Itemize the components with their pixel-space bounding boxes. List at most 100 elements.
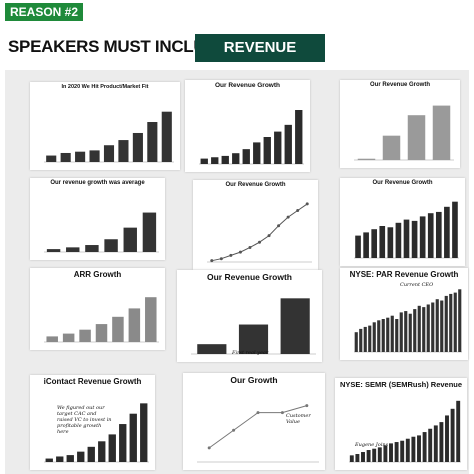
bar	[433, 425, 438, 462]
chart	[354, 105, 454, 161]
bar	[439, 422, 444, 462]
bar	[45, 458, 53, 462]
chart	[44, 212, 159, 253]
panel-title: iContact Revenue Growth	[43, 377, 142, 386]
bar	[145, 297, 157, 342]
bar	[280, 298, 310, 354]
bar	[85, 245, 99, 252]
point	[238, 250, 242, 254]
bar	[119, 424, 127, 462]
annotation: First real year	[232, 350, 269, 356]
bar	[56, 456, 64, 462]
chart	[199, 110, 304, 165]
bar	[444, 206, 450, 258]
chart-panel: Our Revenue Growth	[340, 80, 460, 168]
bar	[95, 324, 108, 342]
bar	[394, 442, 399, 462]
chart-panel: Our Revenue Growth	[185, 80, 310, 172]
bar	[399, 312, 403, 352]
point	[256, 411, 260, 415]
bar	[253, 142, 261, 164]
bar	[355, 235, 361, 258]
bar	[444, 295, 448, 352]
annotation: Customer Value	[286, 413, 311, 425]
bar	[413, 309, 417, 352]
chart-panel: ARR Growth	[30, 268, 165, 350]
bar	[103, 145, 115, 162]
bar	[140, 403, 148, 462]
panel-title: ARR Growth	[73, 270, 122, 279]
bar	[263, 137, 271, 164]
panel-title: Our Revenue Growth	[369, 82, 430, 88]
bar	[211, 157, 219, 164]
bar	[284, 124, 292, 164]
bar	[46, 249, 61, 252]
chart	[44, 111, 174, 163]
bar	[411, 220, 418, 258]
bar	[371, 229, 378, 258]
bar	[66, 247, 80, 252]
bar	[407, 115, 426, 160]
heading-highlight: REVENUE GRAPH	[195, 34, 325, 84]
bar	[426, 304, 430, 352]
bar	[197, 344, 227, 354]
bar	[118, 140, 129, 162]
bar	[450, 408, 455, 462]
point	[296, 209, 300, 213]
heading: SPEAKERS MUST INCLUDE	[8, 37, 229, 56]
bar	[132, 132, 143, 162]
chart-panel: iContact Revenue Growth We figured out ou…	[30, 375, 155, 470]
point	[219, 257, 223, 261]
bar	[372, 322, 376, 352]
chart-panel: Our revenue growth was average	[30, 178, 165, 260]
bar	[359, 328, 363, 352]
bar	[112, 316, 124, 342]
bar	[452, 201, 458, 258]
bar	[404, 311, 408, 352]
bar	[232, 153, 240, 164]
bar	[242, 149, 250, 164]
annotation: We figured out our target CAC and raised…	[57, 405, 112, 435]
point	[210, 259, 214, 263]
bar	[147, 122, 158, 162]
annotation: Eugene Joins	[355, 442, 389, 448]
bar	[129, 413, 137, 462]
chart-panel: NYSE: PAR Revenue Growth Current CEO	[340, 268, 468, 360]
bar	[87, 446, 95, 462]
bar	[395, 222, 402, 258]
bar	[435, 299, 439, 352]
bar	[46, 155, 57, 162]
bar	[363, 326, 367, 352]
bar	[79, 329, 91, 342]
tag: REASON #2	[5, 3, 84, 21]
bar	[377, 320, 381, 352]
bar	[274, 131, 282, 164]
panel-title: Our Revenue Growth	[214, 82, 280, 89]
point	[277, 224, 281, 228]
panel-title: In 2020 We Hit Product/Market Fit	[61, 84, 149, 90]
bar	[142, 212, 157, 252]
bar	[363, 232, 369, 258]
panel-title: Our Revenue Growth	[372, 180, 433, 186]
chart	[207, 202, 312, 263]
bar	[104, 239, 118, 252]
bar	[368, 325, 372, 352]
bar	[361, 452, 365, 462]
bar	[400, 440, 405, 462]
bar	[458, 289, 462, 352]
bar	[449, 293, 453, 352]
point	[248, 245, 252, 249]
bar	[46, 336, 58, 342]
bar	[445, 415, 449, 462]
chart-panel: Our Revenue Growth	[340, 178, 465, 266]
chart	[354, 289, 462, 353]
bar	[395, 319, 399, 352]
bar	[357, 158, 376, 160]
bar	[128, 308, 141, 342]
point	[229, 253, 233, 257]
bar	[62, 333, 75, 342]
annotation: Current CEO	[400, 282, 434, 288]
bar	[419, 216, 426, 258]
bar	[405, 438, 410, 462]
